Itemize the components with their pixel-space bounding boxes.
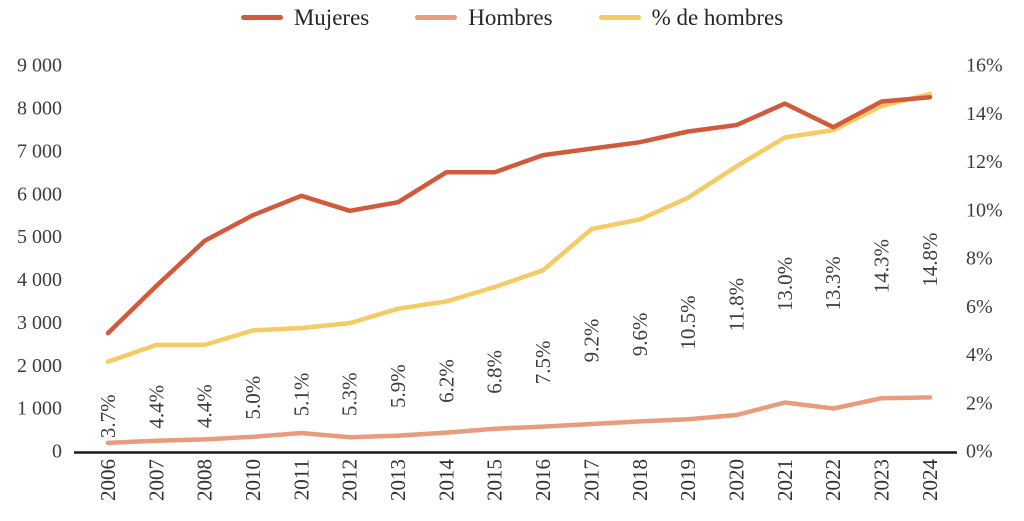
mujeres-line (105, 94, 933, 336)
pct-hombres-data-label: 3.7% (96, 394, 120, 438)
x-axis-tick-label: 2011 (289, 459, 313, 500)
right-axis-tick-label: 4% (966, 344, 993, 366)
mujeres-line-swatch-icon (240, 15, 283, 20)
pct-hombres-data-label: 9.2% (579, 319, 603, 363)
pct-hombres-data-label: 5.1% (289, 373, 313, 417)
x-axis-tick-label: 2014 (434, 459, 458, 502)
right-axis-tick-label: 6% (966, 296, 993, 318)
legend-item-pct-hombres: % de hombres (598, 5, 784, 30)
left-axis-tick-label: 5 000 (17, 226, 62, 248)
x-axis-tick-label: 2020 (725, 459, 749, 501)
legend-item-hombres: Hombres (415, 5, 553, 30)
pct-hombres-data-label: 7.5% (531, 340, 555, 384)
left-axis-tick-label: 1 000 (17, 398, 62, 420)
x-axis-tick-label: 2015 (483, 459, 507, 501)
x-axis-tick-label: 2024 (918, 459, 942, 502)
pct-hombres-data-label: 14.3% (870, 239, 894, 293)
pct-hombres-data-label: 5.0% (241, 376, 265, 420)
legend-label-pct-hombres: % de hombres (651, 5, 784, 30)
pct-hombres-data-label: 13.0% (773, 257, 797, 311)
pct-hombres-data-label: 5.9% (386, 364, 410, 408)
hombres-line (105, 395, 933, 446)
x-axis-tick-label: 2008 (193, 459, 217, 501)
legend-label-hombres: Hombres (468, 5, 553, 30)
right-axis-tick-label: 10% (966, 199, 1003, 221)
de-hombres-line (105, 91, 933, 364)
left-axis-tick-label: 2 000 (17, 355, 62, 377)
x-axis-tick-label: 2012 (338, 459, 362, 501)
x-axis-tick-label: 2019 (676, 459, 700, 501)
x-axis-tick-label: 2021 (773, 459, 797, 501)
legend-item-mujeres: Mujeres (240, 5, 370, 30)
x-axis-tick-label: 2007 (144, 459, 168, 501)
pct-hombres-data-label: 6.2% (434, 359, 458, 403)
right-axis-tick-label: 14% (966, 103, 1003, 125)
right-axis-tick-label: 12% (966, 151, 1003, 173)
x-axis-tick-label: 2016 (531, 459, 555, 501)
pct-hombres-line-swatch-icon (598, 15, 641, 20)
x-axis-tick-label: 2017 (579, 459, 603, 501)
x-axis-tick-label: 2022 (821, 459, 845, 501)
x-axis-tick-label: 2010 (241, 459, 265, 501)
pct-hombres-data-label: 14.8% (918, 233, 942, 287)
left-axis-tick-label: 6 000 (17, 183, 62, 205)
pct-hombres-data-label: 11.8% (725, 278, 749, 331)
pct-hombres-data-label: 4.4% (193, 384, 217, 428)
hombres-line-swatch-icon (415, 15, 458, 20)
right-axis-tick-label: 8% (966, 248, 993, 270)
left-axis-tick-label: 3 000 (17, 312, 62, 334)
pct-hombres-data-label: 13.3% (821, 256, 845, 310)
right-axis-tick-label: 16% (966, 55, 1003, 77)
left-axis-tick-label: 0 (52, 441, 62, 463)
pct-hombres-data-label: 10.5% (676, 295, 700, 349)
x-axis-tick-label: 2006 (96, 459, 120, 501)
left-axis-tick-label: 8 000 (17, 97, 62, 119)
pct-hombres-data-label: 5.3% (338, 372, 362, 416)
right-axis-tick-label: 0% (966, 441, 993, 463)
legend-label-mujeres: Mujeres (293, 5, 370, 30)
x-axis-tick-label: 2018 (628, 459, 652, 501)
pct-hombres-data-label: 6.8% (483, 350, 507, 394)
left-axis-tick-label: 9 000 (17, 55, 62, 77)
chart-legend: Mujeres Hombres % de hombres (0, 6, 1024, 29)
pct-hombres-data-label: 4.4% (144, 385, 168, 429)
right-axis-tick-label: 2% (966, 392, 993, 414)
pct-hombres-data-label: 9.6% (628, 313, 652, 357)
left-axis-tick-label: 7 000 (17, 140, 62, 162)
x-axis-tick-label: 2013 (386, 459, 410, 501)
x-axis-tick-label: 2023 (870, 459, 894, 501)
left-axis-tick-label: 4 000 (17, 269, 62, 291)
